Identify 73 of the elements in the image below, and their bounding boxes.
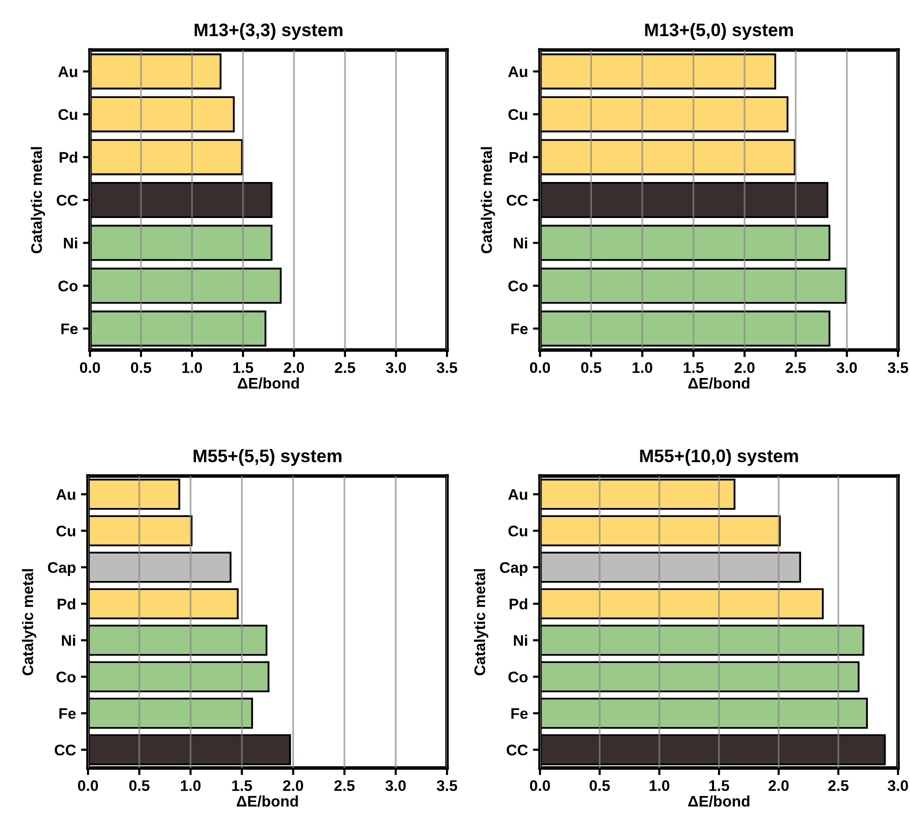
x-tick-label: 3.0	[888, 780, 908, 792]
x-tick-label: 1.5	[233, 362, 254, 374]
y-tick-label: Pd	[58, 598, 76, 610]
x-tick-label: 3.5	[436, 780, 458, 792]
x-tick-label: 0.5	[129, 780, 150, 792]
x-tick-label: 3.0	[386, 362, 406, 374]
x-axis-title: ΔE/bond	[688, 795, 750, 807]
x-tick-label: 0.0	[530, 780, 550, 792]
x-axis-title: ΔE/bond	[688, 377, 750, 389]
y-tick-label: Fe	[61, 324, 78, 334]
y-axis-title: Catalytic metal	[480, 147, 496, 254]
chart-title: M55+(5,5) system	[194, 449, 342, 466]
y-tick-label: Co	[56, 672, 76, 682]
x-tick-label: 1.5	[709, 780, 730, 792]
x-tick-label: 0.5	[590, 780, 610, 792]
x-tick-label: 1.0	[632, 362, 652, 374]
y-tick-label: Ni	[514, 237, 528, 248]
x-tick-label: 0.5	[581, 362, 602, 374]
y-tick-label: CC	[56, 194, 78, 206]
x-tick-label: 0.5	[130, 362, 152, 374]
y-axis-title: Catalytic metal	[474, 569, 488, 676]
x-tick-label: 1.0	[650, 780, 670, 792]
y-tick-label: Fe	[511, 324, 528, 334]
chart-title: M13+(3,3) system	[194, 23, 342, 40]
y-tick-label: Co	[508, 672, 528, 682]
y-tick-label: CC	[54, 744, 76, 756]
x-tick-label: 1.0	[182, 362, 202, 374]
y-tick-label: Au	[508, 66, 528, 78]
chart-title: M55+(10,0) system	[640, 449, 798, 466]
x-tick-label: 0.0	[80, 362, 100, 374]
x-axis-title: ΔE/bond	[238, 377, 299, 389]
x-tick-label: 0.0	[78, 780, 98, 792]
y-tick-label: Pd	[510, 598, 528, 610]
x-tick-label: 2.0	[283, 780, 304, 792]
x-tick-label: 1.5	[684, 362, 704, 374]
x-tick-label: 2.0	[734, 362, 755, 374]
y-axis-title: Catalytic metal	[22, 569, 36, 676]
y-axis-title: Catalytic metal	[30, 147, 46, 254]
x-tick-label: 1.0	[180, 780, 201, 792]
y-tick-label: Pd	[60, 152, 78, 163]
y-tick-label: Cu	[508, 109, 528, 120]
y-tick-label: Fe	[511, 708, 528, 719]
x-tick-label: 3.0	[836, 362, 857, 374]
y-tick-label: Cap	[500, 562, 528, 576]
y-tick-label: Au	[56, 489, 76, 500]
y-tick-label: Cap	[48, 562, 76, 576]
y-tick-label: Fe	[59, 708, 76, 719]
x-tick-label: 3.5	[436, 362, 458, 374]
x-tick-label: 3.0	[385, 780, 406, 792]
x-tick-label: 2.0	[284, 362, 304, 374]
y-tick-label: CC	[506, 194, 528, 206]
y-tick-label: Ni	[514, 634, 528, 646]
x-tick-label: 0.0	[530, 362, 550, 374]
y-tick-label: Cu	[56, 526, 76, 536]
y-tick-label: Ni	[62, 634, 76, 646]
y-tick-label: Au	[508, 489, 528, 500]
y-tick-label: Au	[58, 66, 78, 78]
x-tick-label: 3.5	[888, 362, 908, 374]
x-tick-label: 2.5	[828, 780, 849, 792]
y-tick-label: Cu	[508, 526, 528, 536]
x-tick-label: 1.5	[232, 780, 252, 792]
x-tick-label: 2.5	[334, 780, 355, 792]
x-tick-label: 2.5	[334, 362, 356, 374]
y-tick-label: Pd	[510, 152, 528, 163]
chart-title: M13+(5,0) system	[645, 23, 793, 40]
x-tick-label: 2.0	[768, 780, 789, 792]
y-tick-label: Cu	[58, 109, 78, 120]
x-axis-title: ΔE/bond	[236, 795, 298, 807]
y-tick-label: Co	[58, 280, 78, 292]
y-tick-label: Co	[508, 280, 528, 292]
y-tick-label: Ni	[64, 237, 78, 248]
x-tick-label: 2.5	[786, 362, 806, 374]
y-tick-label: CC	[506, 744, 528, 756]
